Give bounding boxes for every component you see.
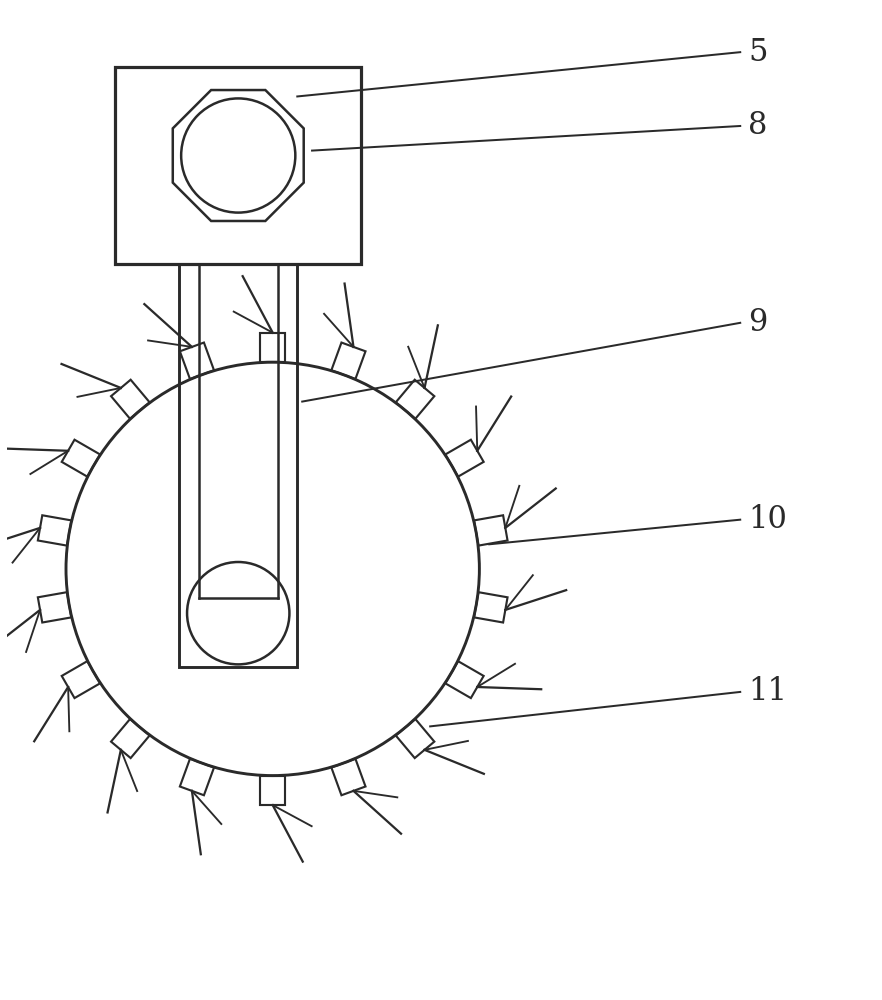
Text: 5: 5 [748,37,767,68]
Text: 11: 11 [748,676,787,707]
Bar [116,67,362,264]
Text: 8: 8 [748,110,767,141]
Text: 10: 10 [748,504,787,535]
Text: 9: 9 [748,307,767,338]
Bar [179,264,297,667]
